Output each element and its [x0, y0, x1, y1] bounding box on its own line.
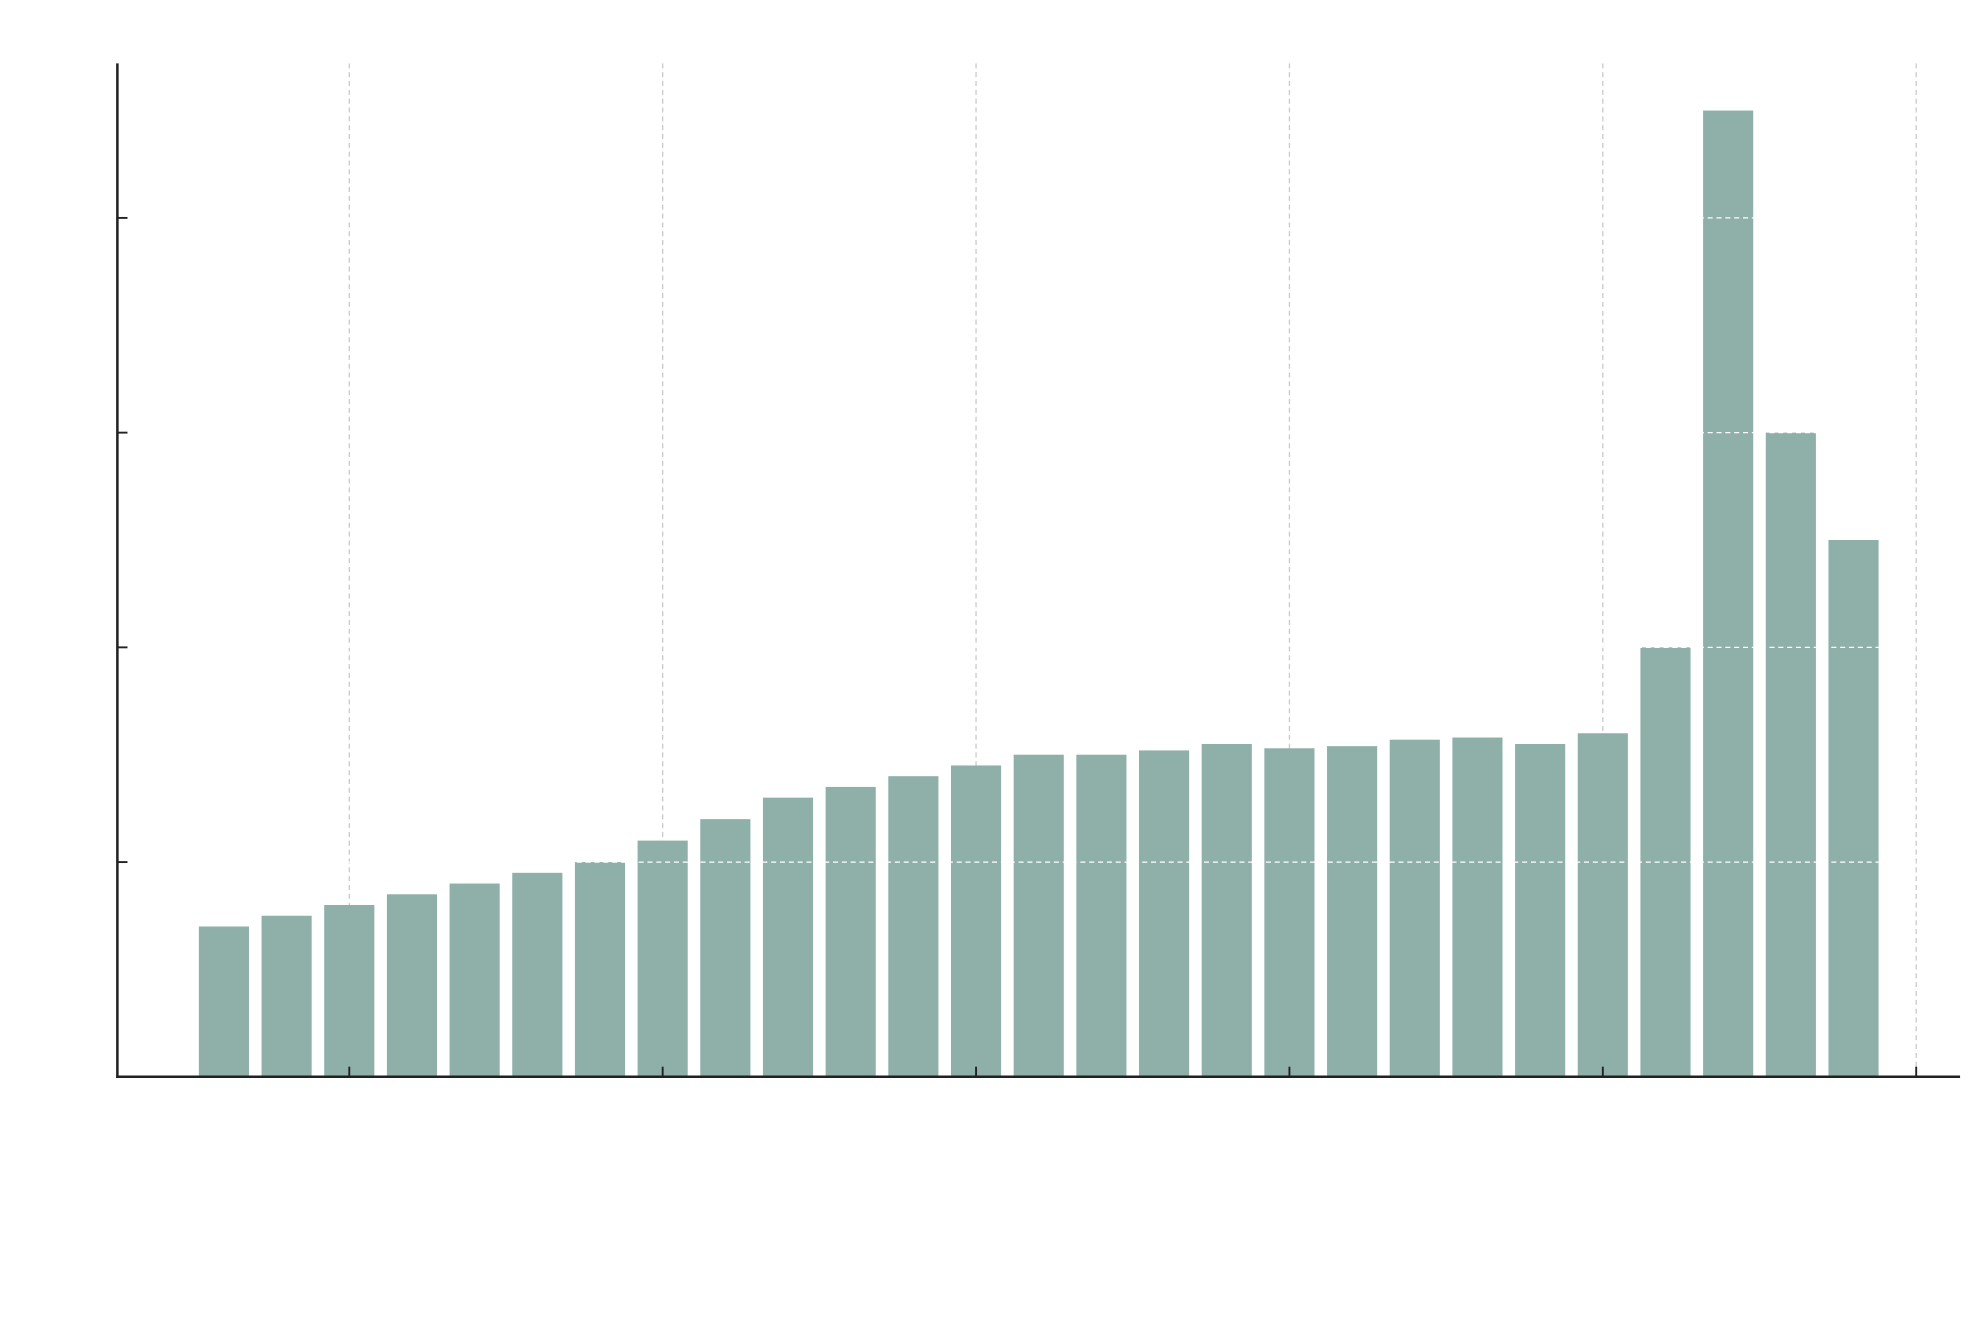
- bar: [1828, 539, 1879, 1077]
- bar: [762, 797, 814, 1077]
- bar: [261, 915, 312, 1077]
- bar: [825, 786, 876, 1077]
- bar: [1013, 754, 1064, 1077]
- bar: [888, 776, 939, 1077]
- bar: [574, 862, 626, 1077]
- bar: [324, 905, 375, 1077]
- bar: [1577, 733, 1628, 1077]
- horizontal-gridlines: [117, 217, 1961, 863]
- bar: [700, 819, 751, 1077]
- bar: [1389, 739, 1440, 1077]
- bar: [1703, 110, 1754, 1077]
- axes: [116, 63, 1961, 1079]
- bar: [386, 894, 438, 1077]
- bar: [1452, 737, 1503, 1077]
- bar: [1515, 743, 1566, 1077]
- bar: [950, 765, 1002, 1077]
- bar: [1201, 743, 1252, 1077]
- bar: [512, 872, 563, 1077]
- bars: [198, 110, 1879, 1077]
- bar: [198, 926, 249, 1077]
- bar: [449, 883, 500, 1077]
- bar: [1076, 754, 1127, 1077]
- bar: [1139, 750, 1190, 1077]
- vertical-gridlines: [348, 63, 1917, 1077]
- bar: [1327, 746, 1378, 1077]
- bar: [1264, 748, 1315, 1077]
- bar: [1765, 432, 1816, 1077]
- bar: [637, 840, 688, 1077]
